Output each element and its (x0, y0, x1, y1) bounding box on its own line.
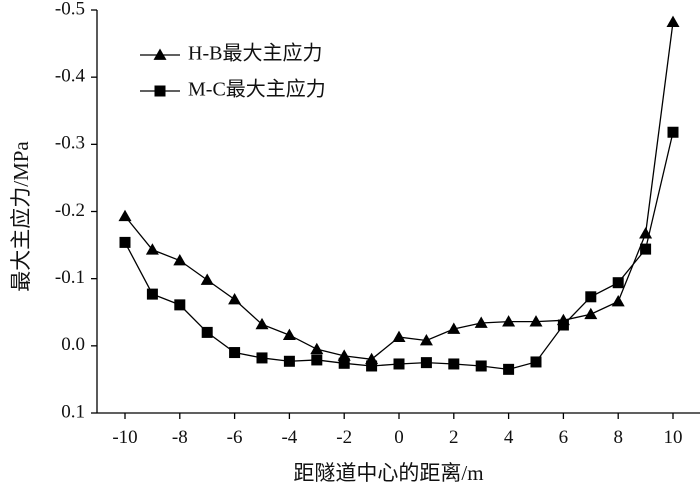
data-point (666, 15, 680, 27)
data-point (530, 356, 542, 368)
data-point (502, 315, 516, 327)
data-point (448, 358, 460, 370)
data-point (118, 209, 132, 222)
x-tick-label: -6 (227, 427, 243, 448)
data-point (585, 291, 597, 303)
series-1 (118, 15, 680, 365)
y-tick-label: -0.1 (55, 267, 85, 288)
legend-item: H-B最大主应力 (140, 42, 322, 65)
data-point (611, 295, 625, 307)
data-point (311, 354, 323, 366)
data-point (200, 273, 214, 285)
x-tick-label: 2 (449, 427, 459, 448)
legend-item: M-C最大主应力 (140, 78, 326, 101)
data-point (420, 357, 432, 369)
data-point (419, 333, 433, 346)
x-tick-label: 10 (664, 427, 683, 448)
legend-label: M-C最大主应力 (188, 78, 326, 101)
y-tick-label: 0.0 (61, 334, 85, 355)
y-tick-label: -0.5 (55, 0, 85, 19)
y-axis-label: 最大主应力/MPa (9, 141, 33, 292)
series-2 (119, 126, 679, 375)
y-tick-label: -0.4 (55, 66, 86, 87)
data-point (119, 236, 131, 248)
data-point (366, 360, 378, 372)
data-point (201, 326, 213, 338)
data-point (392, 330, 406, 342)
x-tick-label: 4 (504, 427, 514, 448)
x-tick-label: 6 (559, 427, 569, 448)
legend-marker (154, 85, 166, 97)
data-point (447, 322, 461, 334)
data-point (174, 299, 186, 311)
x-tick-label: -4 (281, 427, 297, 448)
x-tick-label: 0 (394, 427, 404, 448)
data-point (282, 328, 296, 340)
legend-label: H-B最大主应力 (188, 42, 322, 65)
data-point (173, 254, 187, 266)
x-tick-label: 8 (613, 427, 623, 448)
data-point (640, 243, 652, 255)
data-point (503, 363, 515, 375)
data-point (584, 307, 598, 320)
data-point (310, 342, 324, 355)
data-point (475, 360, 487, 372)
series-group (118, 15, 680, 375)
data-point (228, 292, 242, 305)
legend: H-B最大主应力 M-C最大主应力 (140, 42, 326, 101)
data-point (146, 288, 158, 300)
data-point (393, 358, 405, 370)
data-point (229, 347, 241, 359)
data-point (667, 126, 679, 138)
data-point (529, 315, 543, 327)
axes (96, 10, 700, 414)
tick-group: -10 -8 -6 -4 -2 0 2 4 6 8 10 -0.5 -0.4 -0.3 -0.2 -0.1 0.… (55, 0, 683, 448)
y-tick-label: -0.3 (55, 133, 85, 154)
data-point (474, 316, 488, 328)
legend-marker (153, 48, 167, 60)
data-point (256, 352, 268, 364)
data-point (612, 277, 624, 289)
data-point (283, 355, 295, 367)
x-tick-label: -10 (112, 427, 137, 448)
x-tick-label: -8 (172, 427, 188, 448)
x-tick-label: -2 (336, 427, 352, 448)
y-tick-label: 0.1 (61, 401, 85, 422)
data-point (338, 357, 350, 369)
data-point (145, 243, 159, 255)
data-point (557, 319, 569, 331)
x-axis-label: 距隧道中心的距离/m (293, 461, 483, 485)
y-tick-label: -0.2 (55, 200, 85, 221)
data-point (255, 317, 269, 330)
